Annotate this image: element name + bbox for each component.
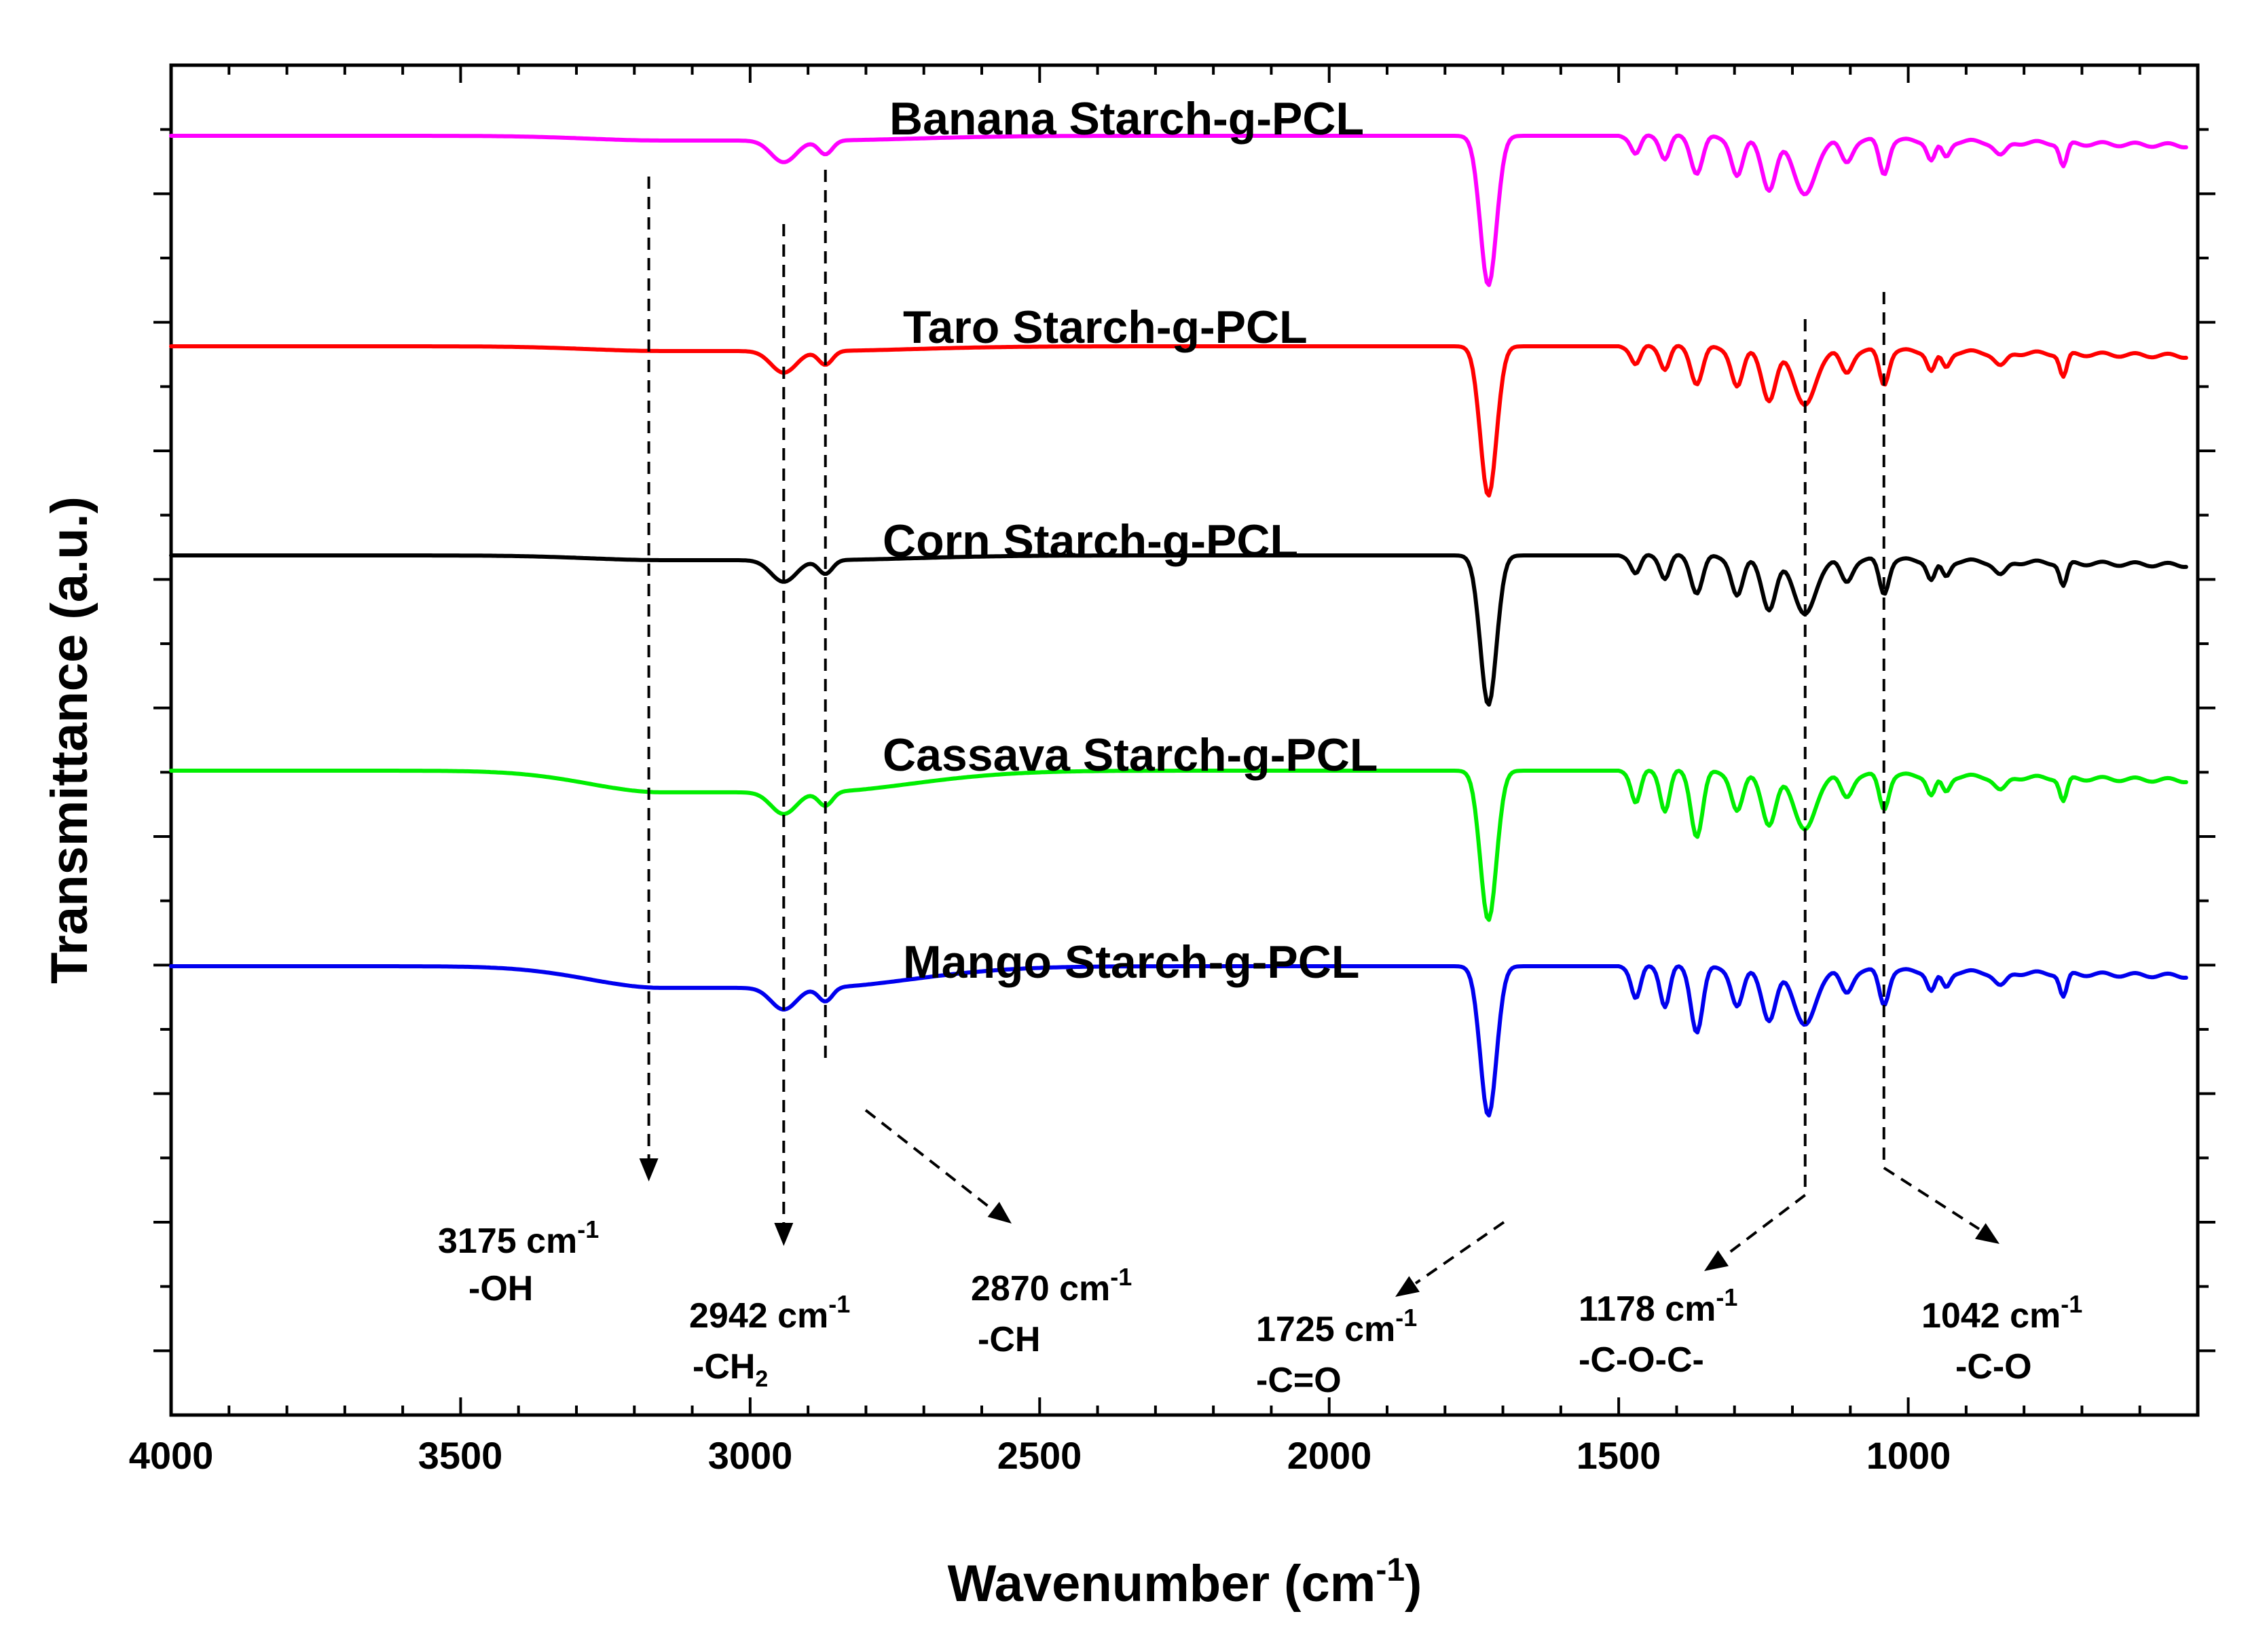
spectrum-mango: [169, 964, 2188, 1118]
svg-text:2942 cm-1: 2942 cm-1: [689, 1290, 850, 1336]
y-axis-title: Transmittance (a.u.): [41, 496, 98, 984]
series-label-banana: Banana Starch-g-PCL: [889, 93, 1364, 145]
x-tick-label-1000: 1000: [1866, 1434, 1951, 1477]
spectrum-taro: [169, 344, 2188, 498]
spectrum-banana: [169, 133, 2188, 287]
guide-2870-diag: [864, 1109, 993, 1210]
svg-text:-C-O: -C-O: [1955, 1347, 2032, 1387]
svg-text:1725 cm-1: 1725 cm-1: [1256, 1304, 1417, 1349]
spectrum-corn: [169, 553, 2188, 707]
svg-text:-C=O: -C=O: [1256, 1361, 1342, 1400]
spectra: [169, 133, 2188, 1118]
svg-text:-C-O-C-: -C-O-C-: [1579, 1340, 1704, 1380]
annotation-guides: [639, 170, 1999, 1297]
svg-text:-CH2: -CH2: [693, 1347, 768, 1392]
series-label-taro: Taro Starch-g-PCL: [903, 301, 1308, 353]
arrow-2870: [987, 1202, 1012, 1224]
annotation-1725: 1725 cm-1 -C=O: [1256, 1304, 1417, 1400]
x-tick-label-3000: 3000: [708, 1434, 793, 1477]
arrow-1042: [1974, 1223, 1999, 1244]
svg-text:3175 cm-1: 3175 cm-1: [438, 1215, 599, 1261]
spectrum-cassava: [169, 769, 2188, 922]
svg-text:-CH: -CH: [978, 1320, 1040, 1359]
series-label-mango: Mango Starch-g-PCL: [903, 936, 1359, 988]
svg-text:1178 cm-1: 1178 cm-1: [1579, 1283, 1737, 1329]
svg-text:1042 cm-1: 1042 cm-1: [1921, 1290, 2082, 1336]
plot-frame: [169, 63, 2200, 1417]
svg-text:2870 cm-1: 2870 cm-1: [971, 1263, 1132, 1308]
series-label-corn: Corn Starch-g-PCL: [883, 515, 1298, 567]
guide-1725-diag: [1414, 1221, 1505, 1285]
annotation-1042: 1042 cm-1 -C-O: [1921, 1290, 2082, 1387]
x-tick-label-1500: 1500: [1577, 1434, 1661, 1477]
axis-ticks: [153, 65, 2215, 1415]
arrow-3175: [639, 1158, 659, 1181]
x-tick-label-3500: 3500: [418, 1434, 503, 1477]
annotation-3175: 3175 cm-1 -OH: [438, 1215, 599, 1308]
arrow-1178: [1704, 1250, 1729, 1271]
annotation-1178: 1178 cm-1 -C-O-C-: [1579, 1283, 1737, 1380]
arrow-1725: [1395, 1276, 1420, 1297]
guide-1178-diag: [1723, 1194, 1806, 1258]
x-tick-label-2000: 2000: [1287, 1434, 1372, 1477]
x-tick-label-4000: 4000: [129, 1434, 214, 1477]
x-tick-label-2500: 2500: [997, 1434, 1082, 1477]
series-label-cassava: Cassava Starch-g-PCL: [883, 729, 1378, 781]
annotation-2870: 2870 cm-1 -CH: [971, 1263, 1132, 1359]
annotation-2942: 2942 cm-1 -CH2: [689, 1290, 850, 1392]
x-axis-title: Wavenumber (cm-1): [948, 1552, 1422, 1613]
arrow-2942: [774, 1223, 794, 1246]
guide-1042-diag: [1883, 1167, 1980, 1230]
svg-text:-OH: -OH: [468, 1269, 533, 1308]
